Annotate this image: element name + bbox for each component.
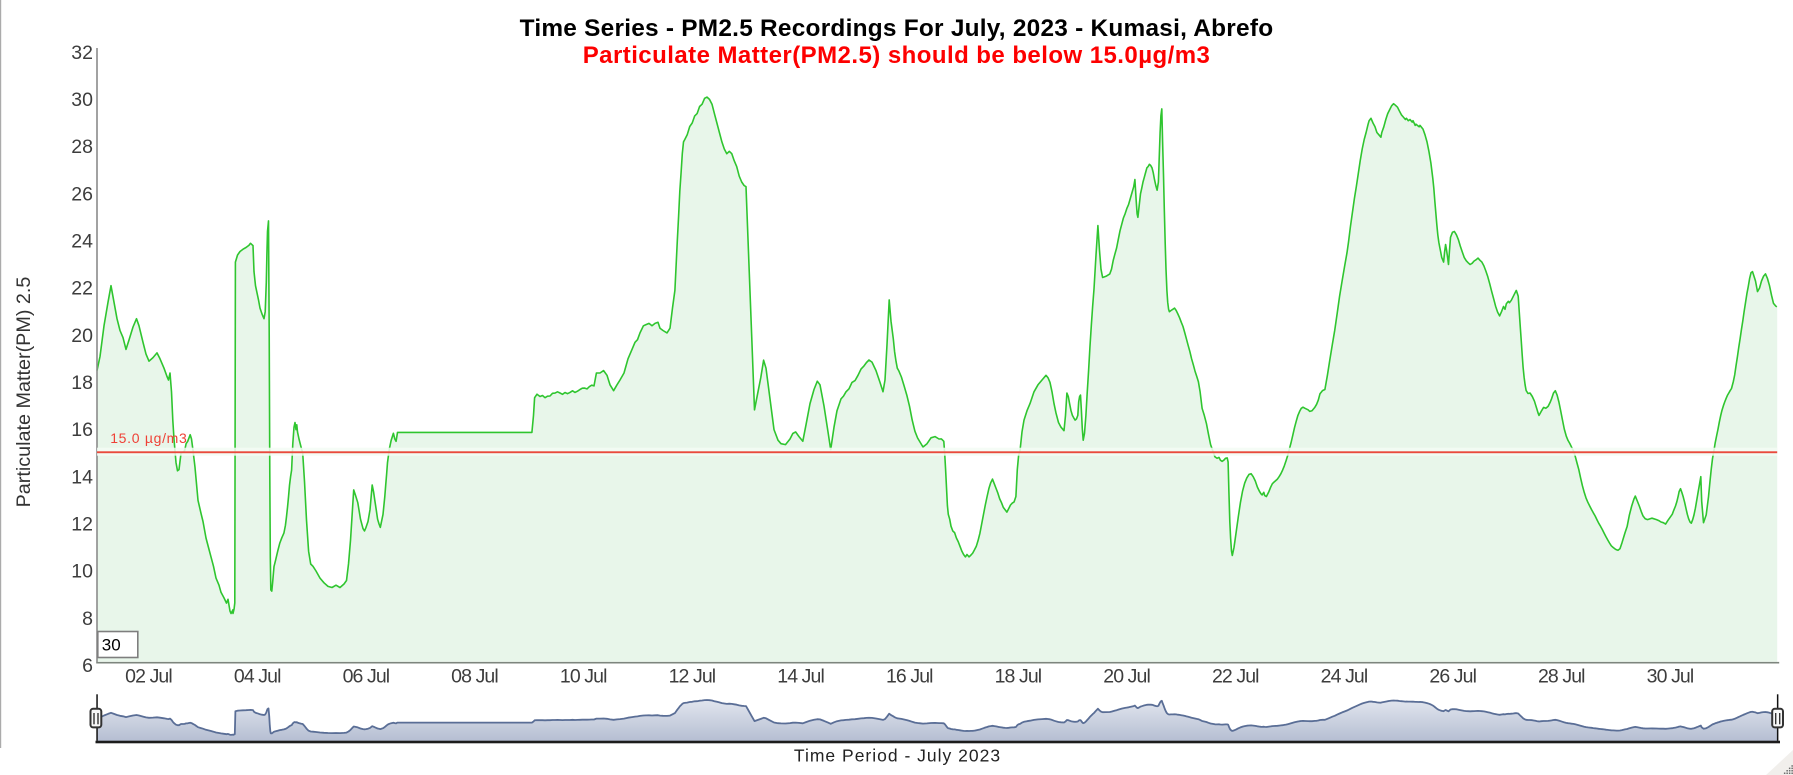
svg-text:22 Jul: 22 Jul [1212, 666, 1259, 688]
svg-text:12: 12 [71, 514, 93, 536]
svg-text:16: 16 [71, 419, 93, 441]
svg-text:18 Jul: 18 Jul [995, 666, 1042, 688]
svg-text:32: 32 [71, 42, 93, 64]
svg-text:22: 22 [71, 278, 93, 300]
svg-text:6: 6 [82, 655, 93, 677]
svg-text:10: 10 [71, 561, 93, 583]
svg-text:12 Jul: 12 Jul [669, 666, 716, 688]
svg-text:30: 30 [71, 89, 93, 111]
svg-text:26 Jul: 26 Jul [1429, 666, 1476, 688]
svg-text:26: 26 [71, 183, 93, 205]
svg-text:30: 30 [102, 635, 121, 654]
svg-text:06 Jul: 06 Jul [343, 666, 390, 688]
svg-text:20: 20 [71, 325, 93, 347]
svg-text:20 Jul: 20 Jul [1103, 666, 1150, 688]
svg-text:8: 8 [82, 608, 93, 630]
svg-text:04 Jul: 04 Jul [234, 666, 281, 688]
svg-text:Time Series - PM2.5 Recordings: Time Series - PM2.5 Recordings For July,… [520, 15, 1274, 42]
svg-text:Particulate Matter(PM) 2.5: Particulate Matter(PM) 2.5 [13, 277, 35, 508]
svg-text:02 Jul: 02 Jul [125, 666, 172, 688]
svg-text:30 Jul: 30 Jul [1647, 666, 1694, 688]
svg-text:18: 18 [71, 372, 93, 394]
svg-text:10 Jul: 10 Jul [560, 666, 607, 688]
svg-text:08 Jul: 08 Jul [451, 666, 498, 688]
svg-text:15.0 µg/m3: 15.0 µg/m3 [110, 430, 187, 446]
svg-text:Particulate Matter(PM2.5) shou: Particulate Matter(PM2.5) should be belo… [583, 42, 1211, 69]
svg-text:16 Jul: 16 Jul [886, 666, 933, 688]
svg-text:28 Jul: 28 Jul [1538, 666, 1585, 688]
svg-text:24: 24 [71, 231, 93, 253]
svg-text:24 Jul: 24 Jul [1321, 666, 1368, 688]
svg-text:14 Jul: 14 Jul [777, 666, 824, 688]
svg-text:Time Period - July 2023: Time Period - July 2023 [794, 746, 1001, 766]
svg-text:28: 28 [71, 136, 93, 158]
svg-text:14: 14 [71, 466, 93, 488]
